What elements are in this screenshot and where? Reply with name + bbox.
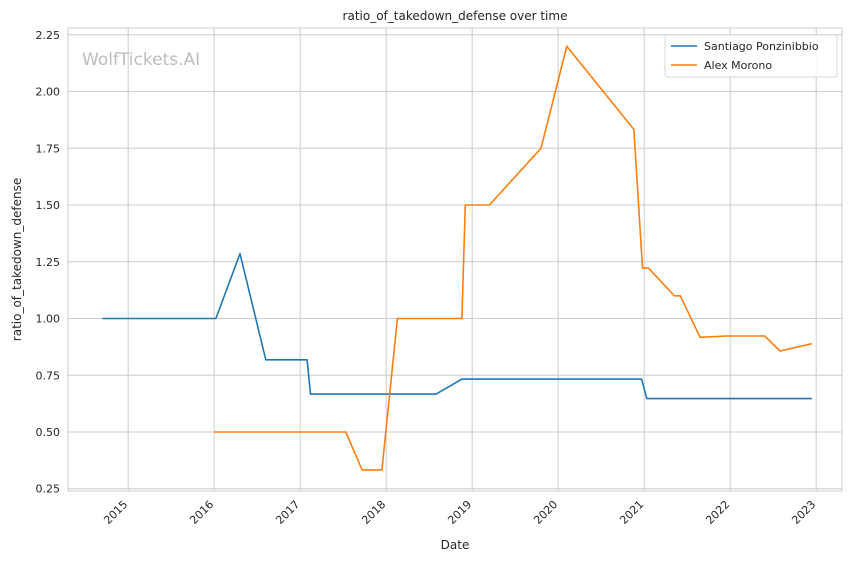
watermark-text: WolfTickets.AI	[82, 50, 200, 70]
plot-frame	[67, 27, 843, 492]
series-lines	[102, 45, 813, 471]
grid	[68, 28, 842, 491]
chart-title: ratio_of_takedown_defense over time	[343, 9, 568, 23]
series-line-alex-morono	[214, 45, 813, 471]
y-tick-label: 2.00	[36, 86, 61, 99]
y-tick-label: 1.00	[36, 313, 61, 326]
x-axis-title: Date	[441, 538, 470, 552]
y-axis-title: ratio_of_takedown_defense	[10, 178, 24, 341]
y-tick-label: 1.50	[36, 199, 61, 212]
y-tick-label: 1.75	[36, 142, 61, 155]
y-tick-label: 0.25	[36, 483, 61, 496]
y-tick-label: 1.25	[36, 256, 61, 269]
legend: Santiago Ponzinibbio Alex Morono	[664, 34, 838, 78]
y-tick-label: 0.50	[36, 426, 61, 439]
legend-box	[664, 34, 838, 78]
y-tick-label: 2.25	[36, 29, 61, 42]
legend-label-alex-morono: Alex Morono	[704, 59, 772, 72]
series-line-santiago-ponzinibbio	[102, 252, 812, 400]
y-tick-label: 0.75	[36, 369, 61, 382]
legend-label-santiago-ponzinibbio: Santiago Ponzinibbio	[704, 40, 819, 53]
